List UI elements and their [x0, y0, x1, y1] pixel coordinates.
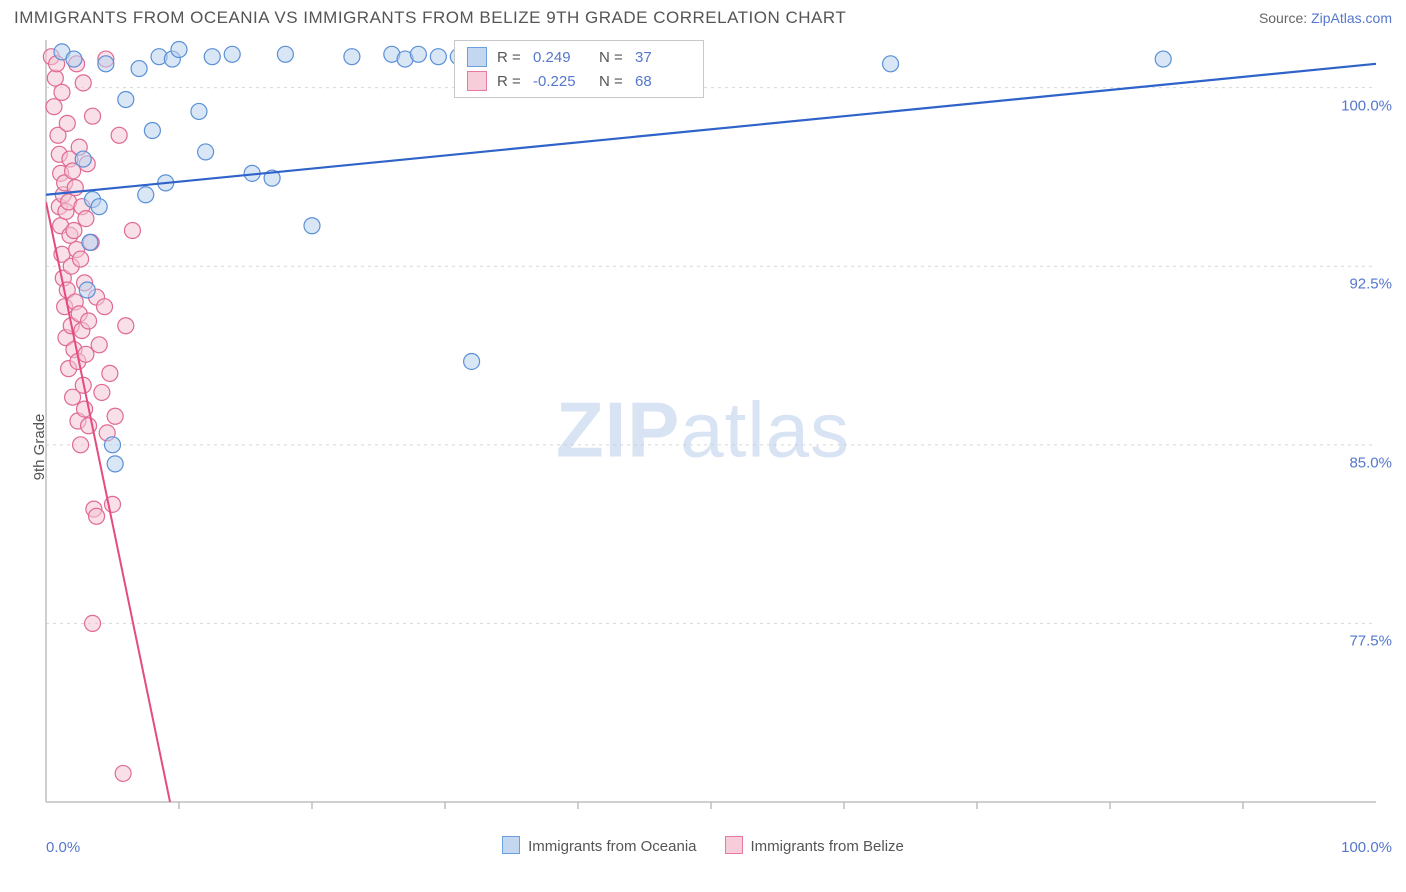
legend-item-blue: Immigrants from Oceania	[502, 836, 696, 855]
chart-container: 9th Grade ZIPatlas 100.0%92.5%85.0%77.5%…	[0, 32, 1406, 862]
y-tick: 92.5%	[1349, 276, 1392, 293]
source-label: Source: ZipAtlas.com	[1259, 10, 1392, 26]
y-axis-label: 9th Grade	[31, 414, 48, 481]
y-tick-labels: 100.0% 92.5% 85.0% 77.5%	[1322, 32, 1392, 862]
source-link[interactable]: ZipAtlas.com	[1311, 10, 1392, 26]
series-legend: Immigrants from Oceania Immigrants from …	[502, 836, 904, 855]
x-min-label: 0.0%	[46, 839, 80, 856]
legend-row-blue: R = 0.249 N = 37	[455, 45, 703, 69]
y-tick: 85.0%	[1349, 454, 1392, 471]
chart-title: IMMIGRANTS FROM OCEANIA VS IMMIGRANTS FR…	[14, 8, 846, 28]
y-tick: 100.0%	[1341, 97, 1392, 114]
swatch-pink	[467, 71, 487, 91]
swatch-pink-icon	[725, 836, 743, 854]
correlation-legend: R = 0.249 N = 37 R = -0.225 N = 68	[454, 40, 704, 98]
swatch-blue-icon	[502, 836, 520, 854]
legend-row-pink: R = -0.225 N = 68	[455, 69, 703, 93]
swatch-blue	[467, 47, 487, 67]
x-max-label: 100.0%	[1341, 839, 1392, 856]
scatter-plot	[0, 32, 1406, 832]
y-tick: 77.5%	[1349, 633, 1392, 650]
legend-item-pink: Immigrants from Belize	[725, 836, 904, 855]
chart-footer: 0.0% Immigrants from Oceania Immigrants …	[0, 828, 1406, 862]
